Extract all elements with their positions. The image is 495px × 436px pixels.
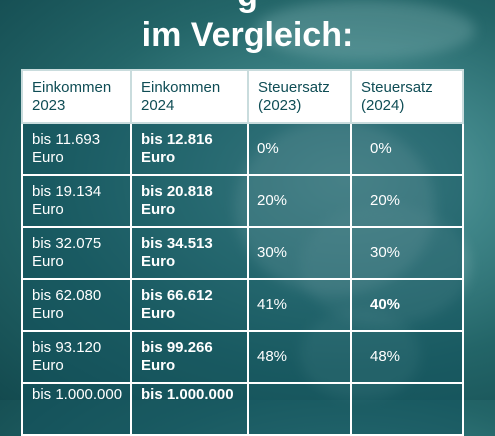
table-row: bis 93.120 Euro bis 99.266 Euro 48% 48% (21, 330, 464, 384)
rate-2024-cell: 0% (350, 122, 464, 176)
income-2023-cell: bis 1.000.000 (21, 382, 132, 436)
header-tax-rate-2023: Steuersatz (2023) (247, 69, 352, 124)
table-row: bis 11.693 Euro bis 12.816 Euro 0% 0% (21, 122, 464, 176)
income-2024-cell: bis 12.816 Euro (130, 122, 249, 176)
rate-2023-cell: 48% (247, 330, 352, 384)
income-2024-cell: bis 20.818 Euro (130, 174, 249, 228)
income-2023-cell: bis 11.693 Euro (21, 122, 132, 176)
header-tax-rate-2024: Steuersatz (2024) (350, 69, 464, 124)
income-2023-cell: bis 19.134 Euro (21, 174, 132, 228)
rate-2023-cell: 41% (247, 278, 352, 332)
rate-2023-cell: 0% (247, 122, 352, 176)
rate-2023-cell: 30% (247, 226, 352, 280)
rate-2024-cell (350, 382, 464, 436)
table-row: bis 19.134 Euro bis 20.818 Euro 20% 20% (21, 174, 464, 228)
rate-2023-cell: 20% (247, 174, 352, 228)
income-2024-cell: bis 34.513 Euro (130, 226, 249, 280)
table-row: bis 32.075 Euro bis 34.513 Euro 30% 30% (21, 226, 464, 280)
income-2023-cell: bis 93.120 Euro (21, 330, 132, 384)
background-blur-shape (255, 0, 475, 60)
heading-partial-line: g (0, 0, 495, 15)
income-2023-cell: bis 62.080 Euro (21, 278, 132, 332)
rate-2024-cell: 20% (350, 174, 464, 228)
table-row: bis 62.080 Euro bis 66.612 Euro 41% 40% (21, 278, 464, 332)
rate-2024-cell: 40% (350, 278, 464, 332)
table-header-row: Einkommen 2023 Einkommen 2024 Steuersatz… (21, 69, 464, 124)
table-row: bis 1.000.000 bis 1.000.000 (21, 382, 464, 436)
income-2023-cell: bis 32.075 Euro (21, 226, 132, 280)
tax-rate-comparison-table: Einkommen 2023 Einkommen 2024 Steuersatz… (21, 69, 464, 436)
page-title: im Vergleich: (141, 16, 354, 54)
rate-2024-cell: 48% (350, 330, 464, 384)
rate-2024-cell: 30% (350, 226, 464, 280)
income-2024-cell: bis 66.612 Euro (130, 278, 249, 332)
income-2024-cell: bis 1.000.000 (130, 382, 249, 436)
income-2024-cell: bis 99.266 Euro (130, 330, 249, 384)
header-income-2024: Einkommen 2024 (130, 69, 249, 124)
rate-2023-cell (247, 382, 352, 436)
header-income-2023: Einkommen 2023 (21, 69, 132, 124)
